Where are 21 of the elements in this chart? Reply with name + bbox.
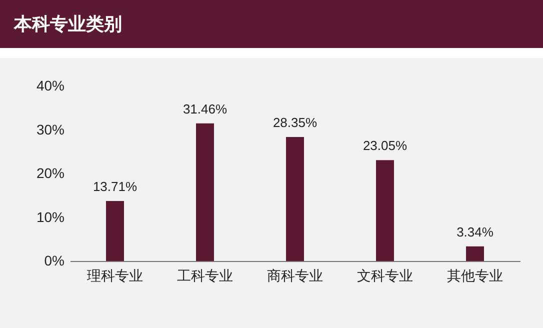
bar: [466, 246, 484, 261]
x-tick-label: 商科专业: [267, 268, 323, 284]
x-tick-label: 文科专业: [357, 268, 413, 284]
y-tick-label: 40%: [36, 78, 64, 94]
y-tick-label: 20%: [36, 165, 64, 181]
bar: [196, 123, 214, 261]
bar: [286, 136, 304, 261]
x-tick-label: 工科专业: [177, 268, 233, 284]
y-tick-label: 10%: [36, 208, 64, 225]
bar: [106, 201, 124, 261]
x-tick-label: 其他专业: [447, 268, 503, 284]
data-label: 13.71%: [92, 179, 138, 194]
chart-title: 本科专业类别: [0, 0, 543, 48]
data-label: 3.34%: [456, 224, 494, 240]
data-label: 28.35%: [272, 114, 318, 130]
data-label: 23.05%: [362, 138, 408, 154]
y-tick-label: 30%: [36, 121, 64, 138]
x-tick-label: 理科专业: [87, 268, 143, 284]
y-tick-label: 0%: [44, 252, 64, 268]
bar: [376, 160, 394, 261]
data-label: 31.46%: [182, 101, 228, 116]
